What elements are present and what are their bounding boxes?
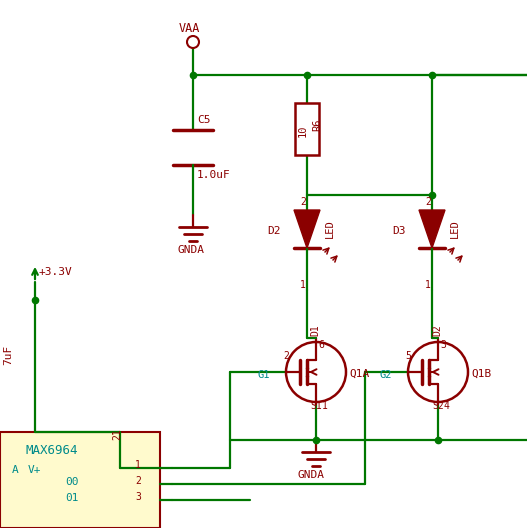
Polygon shape: [419, 210, 445, 248]
Text: 10: 10: [298, 125, 308, 137]
Bar: [295, 103, 319, 155]
Text: C5: C5: [197, 115, 210, 125]
Text: 1: 1: [135, 460, 141, 470]
Text: 5: 5: [405, 351, 411, 361]
Text: Q1A: Q1A: [349, 369, 369, 379]
Text: D2: D2: [268, 226, 281, 236]
Text: D1: D1: [310, 324, 320, 336]
Text: 2: 2: [300, 197, 306, 207]
Text: 4: 4: [444, 401, 450, 411]
Text: 7uF: 7uF: [3, 345, 13, 365]
Bar: [0, 432, 160, 528]
Text: VAA: VAA: [179, 22, 200, 34]
Text: A: A: [12, 465, 19, 475]
Text: 3: 3: [440, 340, 446, 350]
Text: G2: G2: [379, 370, 392, 380]
Text: 21: 21: [112, 428, 122, 440]
Polygon shape: [294, 210, 320, 248]
Text: Q1B: Q1B: [471, 369, 491, 379]
Text: S1: S1: [310, 401, 322, 411]
Text: 1: 1: [322, 401, 328, 411]
Text: 2: 2: [135, 476, 141, 486]
Text: +3.3V: +3.3V: [39, 267, 73, 277]
Text: 2: 2: [425, 197, 431, 207]
Text: 6: 6: [318, 340, 324, 350]
Text: GNDA: GNDA: [177, 245, 204, 255]
Text: D3: D3: [393, 226, 406, 236]
Text: 00: 00: [65, 477, 79, 487]
Text: V+: V+: [28, 465, 42, 475]
Text: LED: LED: [450, 220, 460, 238]
Text: 1: 1: [425, 280, 431, 290]
Text: 2: 2: [283, 351, 289, 361]
Text: G1: G1: [258, 370, 270, 380]
Text: 01: 01: [65, 493, 79, 503]
Text: LED: LED: [325, 220, 335, 238]
Text: GNDA: GNDA: [298, 470, 325, 480]
Text: 3: 3: [135, 492, 141, 502]
Text: 1.0uF: 1.0uF: [197, 170, 231, 180]
Text: D2: D2: [432, 324, 442, 336]
Text: 1: 1: [300, 280, 306, 290]
Text: R6: R6: [312, 119, 322, 131]
Text: S2: S2: [432, 401, 444, 411]
Text: MAX6964: MAX6964: [25, 444, 77, 457]
